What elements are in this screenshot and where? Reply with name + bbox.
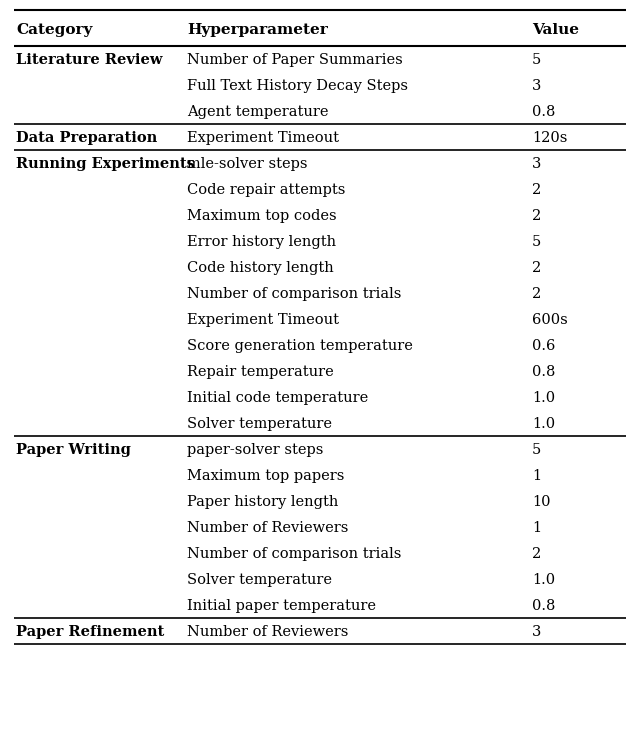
Text: 1.0: 1.0 — [532, 417, 555, 431]
Text: Number of Reviewers: Number of Reviewers — [187, 521, 348, 535]
Text: Maximum top codes: Maximum top codes — [187, 209, 337, 224]
Text: Paper Refinement: Paper Refinement — [16, 625, 164, 639]
Text: 2: 2 — [532, 288, 541, 301]
Text: Solver temperature: Solver temperature — [187, 417, 332, 431]
Text: Initial paper temperature: Initial paper temperature — [187, 599, 376, 613]
Text: 1: 1 — [532, 521, 541, 535]
Text: Initial code temperature: Initial code temperature — [187, 392, 368, 405]
Text: Paper Writing: Paper Writing — [16, 444, 131, 457]
Text: Hyperparameter: Hyperparameter — [187, 23, 328, 37]
Text: Number of comparison trials: Number of comparison trials — [187, 288, 401, 301]
Text: Full Text History Decay Steps: Full Text History Decay Steps — [187, 79, 408, 93]
Text: Code history length: Code history length — [187, 261, 333, 276]
Text: 10: 10 — [532, 495, 550, 509]
Text: Number of comparison trials: Number of comparison trials — [187, 547, 401, 561]
Text: 5: 5 — [532, 444, 541, 457]
Text: Value: Value — [532, 23, 579, 37]
Text: Code repair attempts: Code repair attempts — [187, 183, 346, 197]
Text: 3: 3 — [532, 625, 541, 639]
Text: 1.0: 1.0 — [532, 392, 555, 405]
Text: Score generation temperature: Score generation temperature — [187, 340, 413, 353]
Text: 2: 2 — [532, 183, 541, 197]
Text: 2: 2 — [532, 547, 541, 561]
Text: Number of Paper Summaries: Number of Paper Summaries — [187, 53, 403, 67]
Text: Solver temperature: Solver temperature — [187, 573, 332, 587]
Text: 3: 3 — [532, 79, 541, 93]
Text: Category: Category — [16, 23, 92, 37]
Text: mle-solver steps: mle-solver steps — [187, 157, 307, 171]
Text: Error history length: Error history length — [187, 235, 336, 249]
Text: Maximum top papers: Maximum top papers — [187, 469, 344, 483]
Text: Agent temperature: Agent temperature — [187, 105, 328, 119]
Text: 0.8: 0.8 — [532, 365, 556, 380]
Text: Repair temperature: Repair temperature — [187, 365, 333, 380]
Text: Paper history length: Paper history length — [187, 495, 339, 509]
Text: Experiment Timeout: Experiment Timeout — [187, 131, 339, 145]
Text: 120s: 120s — [532, 131, 568, 145]
Text: Literature Review: Literature Review — [16, 53, 163, 67]
Text: 0.6: 0.6 — [532, 340, 556, 353]
Text: 2: 2 — [532, 209, 541, 224]
Text: 1.0: 1.0 — [532, 573, 555, 587]
Text: Running Experiments: Running Experiments — [16, 157, 195, 171]
Text: 3: 3 — [532, 157, 541, 171]
Text: 2: 2 — [532, 261, 541, 276]
Text: Number of Reviewers: Number of Reviewers — [187, 625, 348, 639]
Text: 5: 5 — [532, 235, 541, 249]
Text: paper-solver steps: paper-solver steps — [187, 444, 323, 457]
Text: 600s: 600s — [532, 313, 568, 328]
Text: Experiment Timeout: Experiment Timeout — [187, 313, 339, 328]
Text: 5: 5 — [532, 53, 541, 67]
Text: 0.8: 0.8 — [532, 599, 556, 613]
Text: Data Preparation: Data Preparation — [16, 131, 157, 145]
Text: 0.8: 0.8 — [532, 105, 556, 119]
Text: 1: 1 — [532, 469, 541, 483]
